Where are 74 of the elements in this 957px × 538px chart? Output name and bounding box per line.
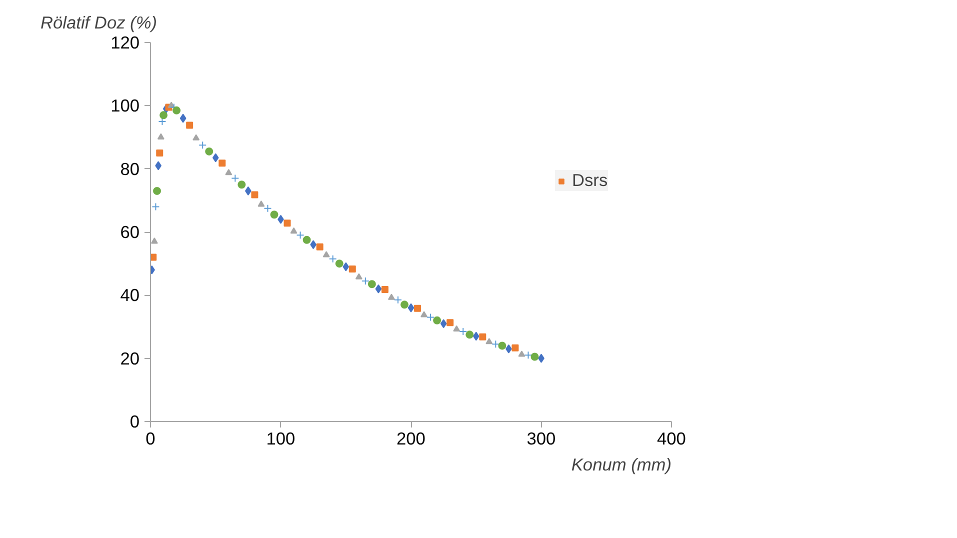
point [459,327,468,336]
point [302,236,311,244]
point [180,114,186,123]
point [270,210,278,219]
point [375,284,382,294]
y-axis-title: Rölatif Doz (%) [40,12,158,32]
point [198,141,207,150]
point [530,352,539,361]
y-tick-label: 100 [110,96,140,116]
point [348,265,356,272]
point [524,351,532,360]
point [238,180,246,189]
point [157,133,164,140]
point [172,106,181,114]
y-tick-label: 80 [120,158,140,179]
x-tick-label: 100 [266,428,296,448]
point [518,350,526,357]
x-tick-label: 0 [146,428,156,448]
legend-label: Dsrs [572,170,608,191]
point [290,227,298,234]
point [335,260,344,268]
point [186,122,194,129]
point [388,294,395,300]
point [152,202,160,211]
point [420,311,428,318]
point [160,111,168,120]
point [394,296,402,304]
point [192,134,200,140]
point [453,325,460,332]
point [426,313,435,322]
point [498,342,506,350]
point [486,338,493,344]
point [258,200,265,207]
point [218,160,226,167]
point [408,303,414,312]
point [150,254,157,261]
point [316,243,324,250]
x-tick-label: 400 [657,428,686,448]
y-tick-label: 60 [120,222,140,242]
point [156,150,164,157]
y-tick-label: 20 [120,348,140,368]
point [381,286,388,293]
point [466,330,474,339]
point [322,251,330,258]
point [264,204,272,212]
point [328,254,337,263]
point [512,344,519,352]
point [225,168,232,176]
y-tick-label: 0 [130,412,140,432]
point [251,191,258,198]
point [414,304,422,312]
point [368,280,376,288]
point [342,262,350,272]
point [433,316,442,324]
x-axis-title: Konum (mm) [571,454,672,474]
point [492,340,500,348]
point [479,333,486,340]
point [153,186,162,195]
point [231,174,240,182]
y-tick-label: 40 [120,285,140,306]
point [296,231,304,240]
x-tick-label: 300 [526,428,556,448]
point [355,273,362,280]
point [150,238,158,244]
x-tick-label: 200 [396,428,426,448]
point [472,332,480,341]
y-tick-label: 120 [110,32,140,52]
point [446,319,454,326]
point [284,220,291,227]
point [205,147,214,156]
point [361,276,370,285]
point [400,300,408,309]
point [440,319,447,328]
point [212,153,219,162]
